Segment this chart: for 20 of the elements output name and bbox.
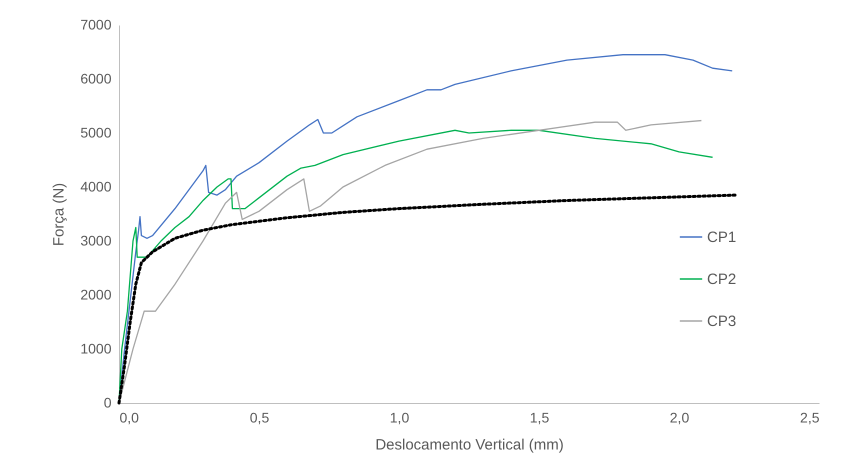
y-tick-label: 1000	[80, 340, 112, 356]
y-tick-label: 0	[104, 394, 112, 410]
x-tick-label: 0,0	[120, 410, 140, 426]
y-tick-label: 7000	[80, 16, 112, 32]
legend-label: CP3	[707, 313, 736, 330]
legend-label: CP2	[707, 271, 736, 288]
x-tick-label: 2,5	[800, 410, 820, 426]
y-tick-label: 6000	[80, 70, 112, 86]
x-tick-label: 2,0	[670, 410, 690, 426]
legend-label: CP1	[707, 229, 736, 246]
y-tick-label: 4000	[80, 178, 112, 194]
y-tick-label: 3000	[80, 232, 112, 248]
x-tick-label: 1,5	[530, 410, 550, 426]
y-tick-label: 5000	[80, 124, 112, 140]
y-tick-label: 2000	[80, 286, 112, 302]
x-tick-label: 1,0	[390, 410, 410, 426]
y-axis-title: Força (N)	[50, 182, 68, 246]
x-axis-title: Deslocamento Vertical (mm)	[375, 436, 564, 454]
x-tick-label: 0,5	[250, 410, 270, 426]
line-series	[118, 194, 736, 404]
